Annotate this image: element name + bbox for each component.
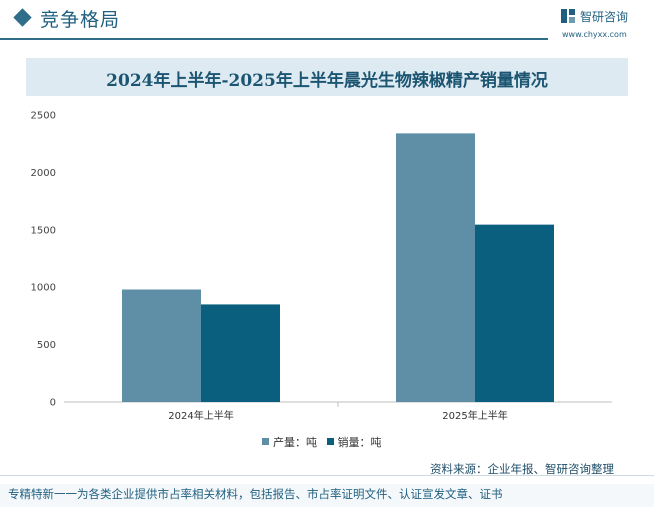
y-tick-label: 0 — [50, 398, 56, 409]
bar — [201, 304, 280, 402]
y-tick-label: 1500 — [31, 225, 56, 236]
footer-divider — [0, 475, 654, 476]
bar — [475, 224, 554, 402]
logo-url: www.chyxx.com — [562, 30, 627, 39]
legend: 产量：吨 销量：吨 — [262, 434, 388, 450]
bar — [122, 289, 201, 402]
legend-item-sales: 销量：吨 — [326, 434, 382, 450]
x-category-label: 2024年上半年 — [168, 409, 233, 422]
title-banner: 2024年上半年-2025年上半年晨光生物辣椒精产销量情况 — [26, 58, 628, 96]
legend-label-production: 产量：吨 — [273, 436, 317, 449]
bar — [396, 133, 475, 403]
footer-bar — [0, 484, 654, 507]
header: 竞争格局 智研咨询 www.chyxx.com — [0, 0, 654, 42]
header-divider — [0, 38, 548, 40]
logo-mark-icon — [561, 9, 575, 23]
section-title: 竞争格局 — [40, 9, 121, 31]
legend-swatch-production — [262, 438, 269, 445]
y-tick-label: 500 — [37, 340, 56, 351]
footer-tagline: 专精特新一一为各类企业提供市占率相关材料，包括报告、市占率证明文件、认证宣发文章… — [8, 487, 503, 501]
x-category-label: 2025年上半年 — [442, 409, 507, 422]
y-tick-label: 2500 — [31, 111, 56, 122]
legend-swatch-sales — [326, 438, 334, 445]
source-note: 资料来源：企业年报、智研咨询整理 — [430, 462, 614, 476]
y-tick-label: 1000 — [31, 283, 56, 294]
legend-label-sales: 销量：吨 — [337, 436, 382, 449]
logo-name: 智研咨询 — [580, 10, 629, 24]
section-diamond-icon — [13, 8, 32, 27]
legend-item-production: 产量：吨 — [262, 434, 317, 450]
bar-chart: 0 500 1000 1500 2000 2500 2024年上半年 2025年上半年 — [31, 111, 612, 422]
chart-title: 2024年上半年-2025年上半年晨光生物辣椒精产销量情况 — [106, 71, 548, 91]
y-tick-label: 2000 — [31, 168, 56, 179]
